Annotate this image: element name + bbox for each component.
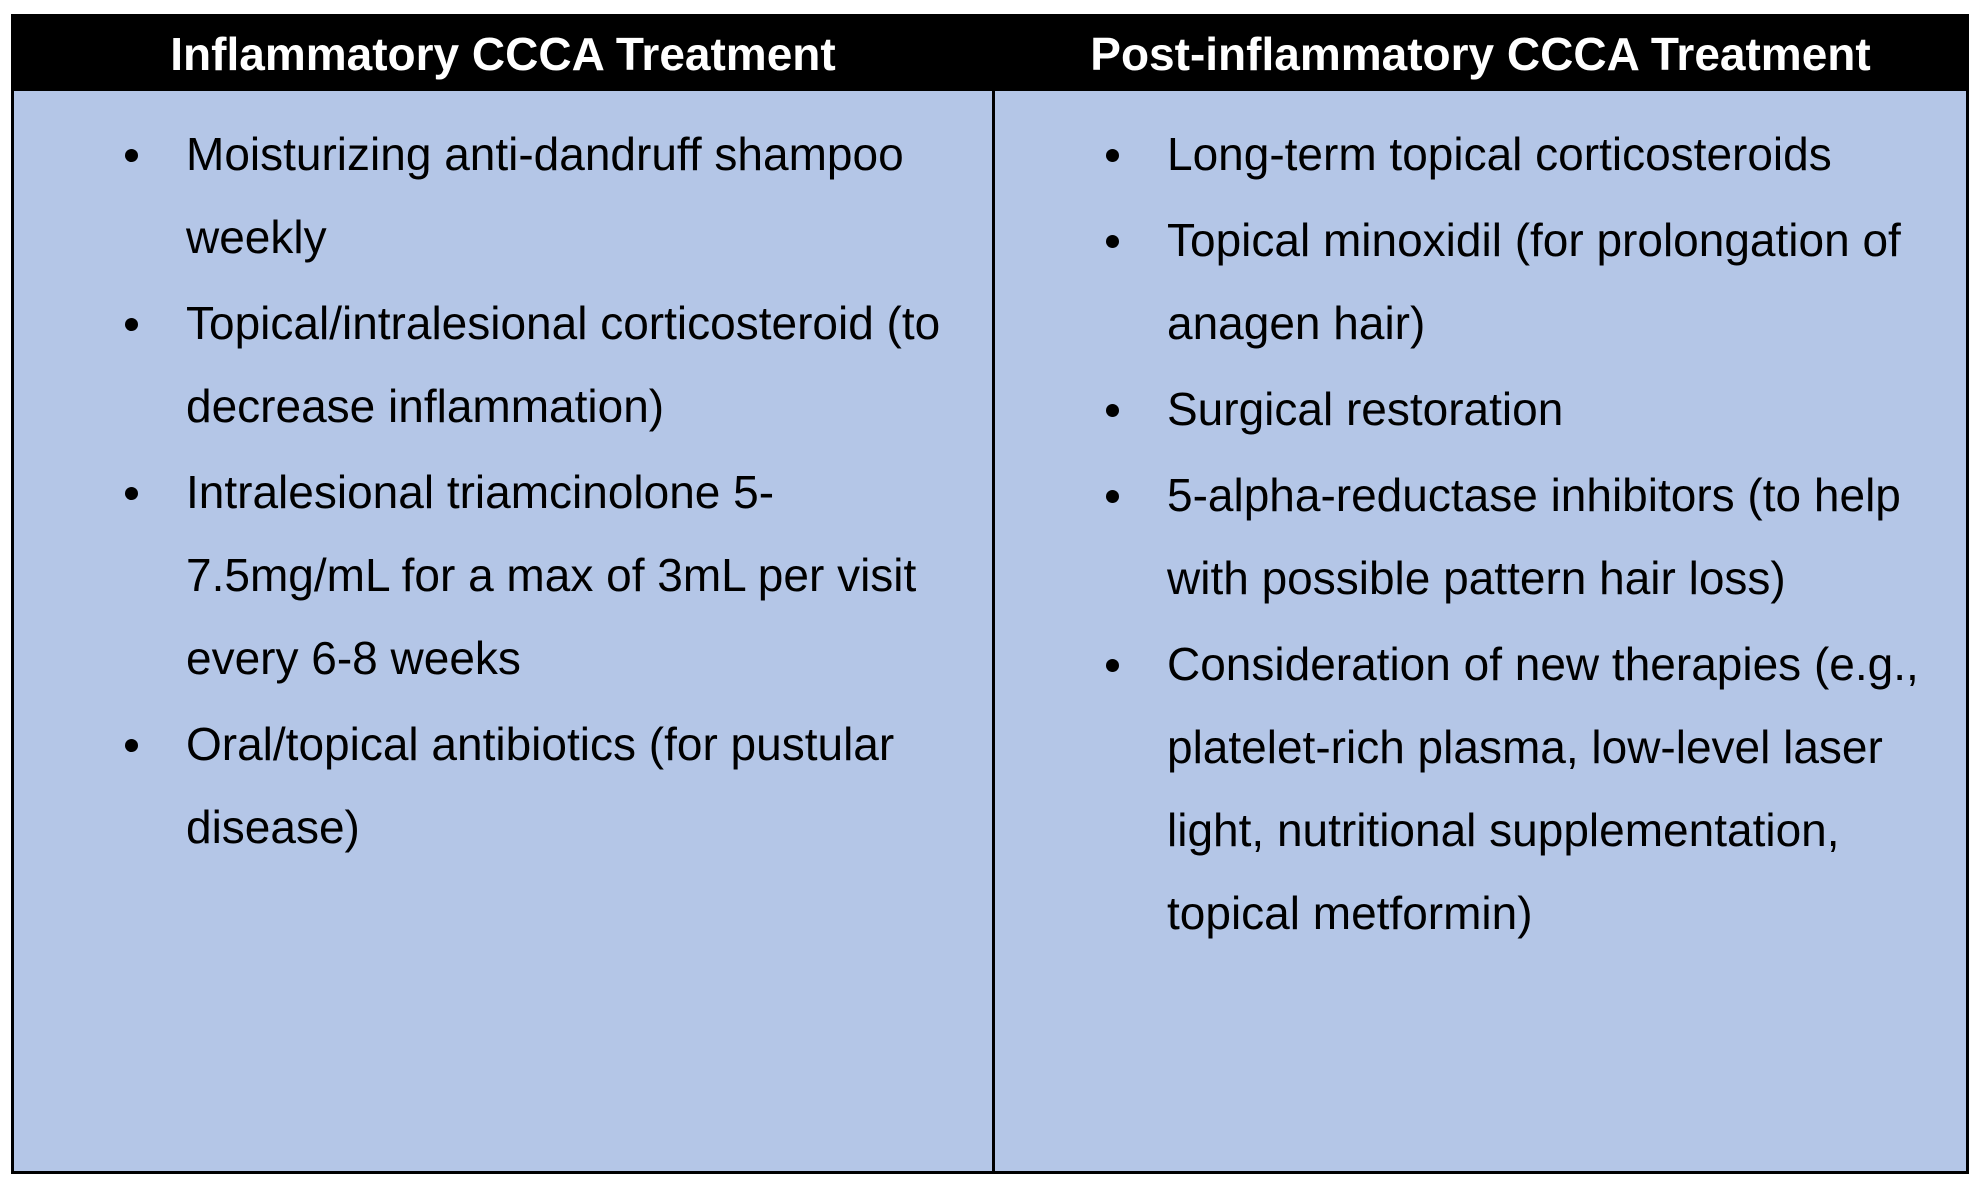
bullet-icon <box>125 149 138 162</box>
list-item: Moisturizing anti-dandruff shampoo weekl… <box>111 113 971 279</box>
list-item: Topical minoxidil (for prolongation of a… <box>1092 199 1952 365</box>
list-item: 5-alpha-reductase inhibitors (to help wi… <box>1092 454 1952 620</box>
header-inflammatory: Inflammatory CCCA Treatment <box>170 28 836 80</box>
list-item: Surgical restoration <box>1092 368 1952 451</box>
bullet-icon <box>125 318 138 331</box>
list-item: Long-term topical corticosteroids <box>1092 113 1952 196</box>
header-post-inflammatory: Post-inflammatory CCCA Treatment <box>1090 28 1871 80</box>
table-header-row: Inflammatory CCCA Treatment Post-inflamm… <box>14 17 1966 91</box>
list-item: Intralesional triamcinolone 5-7.5mg/mL f… <box>111 451 971 700</box>
list-item-text: Moisturizing anti-dandruff shampoo weekl… <box>186 128 904 263</box>
bullet-icon <box>1106 490 1119 503</box>
column-divider <box>992 91 995 1171</box>
bullet-icon <box>125 487 138 500</box>
list-item: Oral/topical antibiotics (for pustular d… <box>111 703 971 869</box>
list-item-text: Topical/intralesional corticosteroid (to… <box>186 297 941 432</box>
list-item-text: Consideration of new therapies (e.g., pl… <box>1167 638 1919 939</box>
list-item: Topical/intralesional corticosteroid (to… <box>111 282 971 448</box>
inflammatory-treatment-list: Moisturizing anti-dandruff shampoo weekl… <box>111 113 971 872</box>
bullet-icon <box>1106 404 1119 417</box>
list-item: Consideration of new therapies (e.g., pl… <box>1092 623 1952 955</box>
list-item-text: Oral/topical antibiotics (for pustular d… <box>186 718 895 853</box>
bullet-icon <box>1106 659 1119 672</box>
inflammatory-column: Moisturizing anti-dandruff shampoo weekl… <box>14 91 992 1171</box>
bullet-icon <box>1106 149 1119 162</box>
post-inflammatory-treatment-list: Long-term topical corticosteroids Topica… <box>1092 113 1952 958</box>
bullet-icon <box>125 739 138 752</box>
list-item-text: Topical minoxidil (for prolongation of a… <box>1167 214 1901 349</box>
list-item-text: Long-term topical corticosteroids <box>1167 128 1832 180</box>
list-item-text: 5-alpha-reductase inhibitors (to help wi… <box>1167 469 1901 604</box>
bullet-icon <box>1106 235 1119 248</box>
list-item-text: Surgical restoration <box>1167 383 1564 435</box>
list-item-text: Intralesional triamcinolone 5-7.5mg/mL f… <box>186 466 917 684</box>
treatment-table: Inflammatory CCCA Treatment Post-inflamm… <box>11 14 1969 1174</box>
post-inflammatory-column: Long-term topical corticosteroids Topica… <box>995 91 1966 1171</box>
